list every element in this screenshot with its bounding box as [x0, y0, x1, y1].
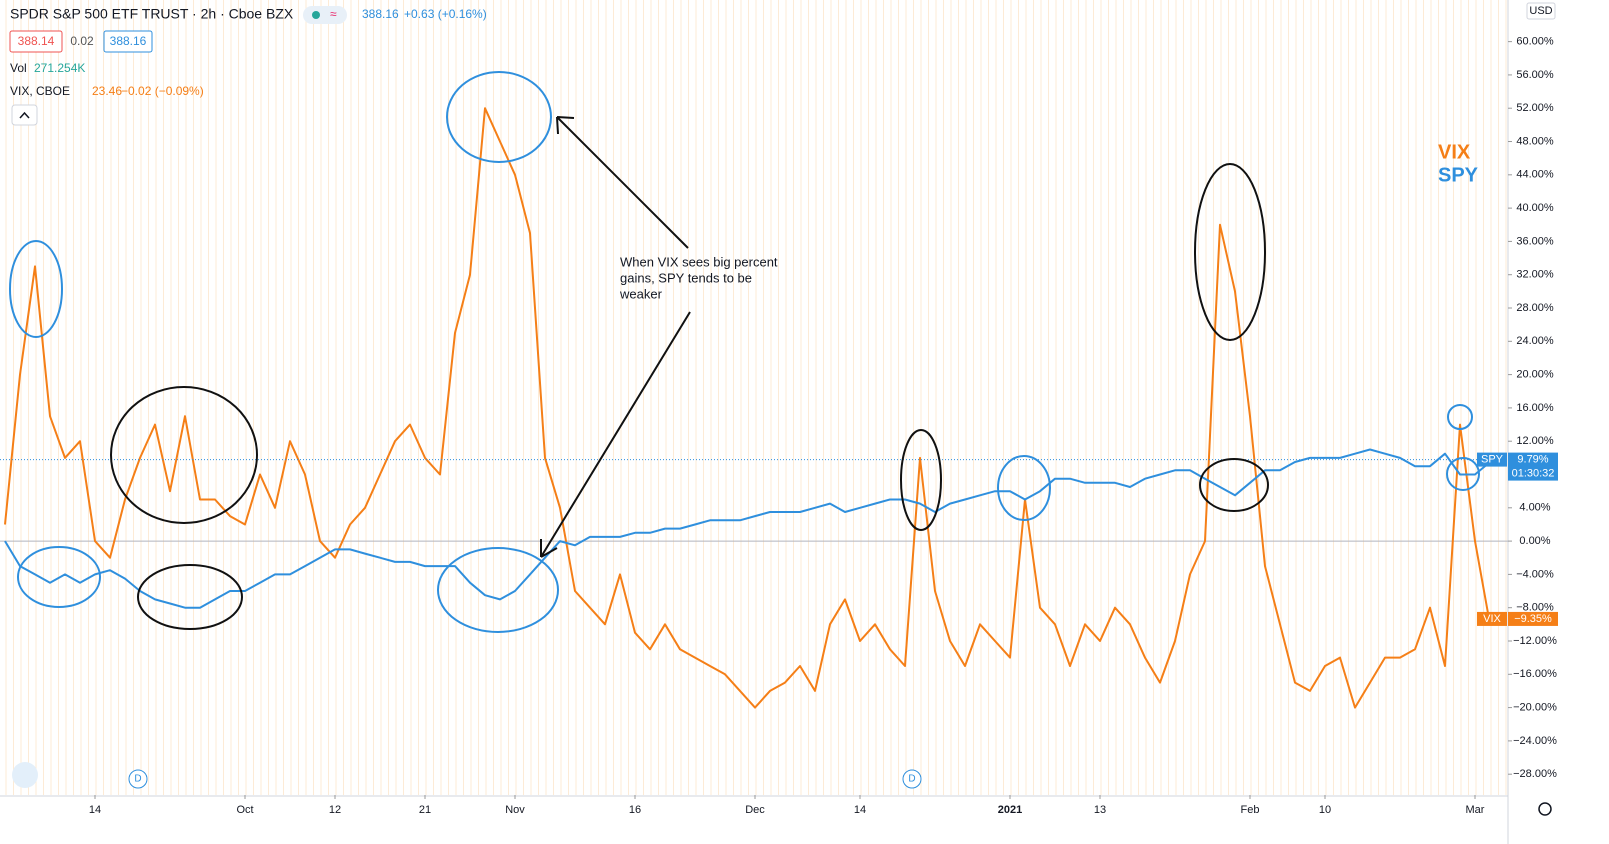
y-tick-label: −24.00%: [1513, 735, 1557, 747]
collapse-icon: [19, 111, 30, 119]
dividend-icon: D: [908, 774, 915, 785]
logo-button[interactable]: [12, 762, 38, 788]
ellipse: [110, 386, 258, 524]
y-tick-label: 36.00%: [1516, 235, 1554, 247]
x-tick-label: 14: [89, 804, 101, 816]
series-tag-box: [1508, 452, 1558, 481]
x-tick-label: Nov: [505, 804, 525, 816]
series-tag-countdown: 01:30:32: [1512, 468, 1555, 480]
y-tick-label: 48.00%: [1516, 135, 1554, 147]
ellipse: [1447, 404, 1473, 430]
y-tick-label: 32.00%: [1516, 269, 1554, 281]
ellipse: [17, 546, 101, 608]
y-tick-label: 40.00%: [1516, 202, 1554, 214]
currency: USD: [1529, 5, 1552, 17]
chart-title: SPDR S&P 500 ETF TRUST · 2h · Cboe BZX: [10, 6, 294, 22]
x-tick-label: 14: [854, 804, 866, 816]
compare-price: 23.46: [92, 84, 122, 98]
series-tag-name: SPY: [1481, 454, 1504, 466]
series-tag-name-box: [1477, 611, 1507, 626]
ellipse: [900, 429, 942, 531]
spread: 0.02: [70, 34, 94, 48]
y-tick-label: 56.00%: [1516, 69, 1554, 81]
ellipse: [997, 455, 1051, 521]
dividend-marker[interactable]: [902, 769, 922, 789]
y-tick-label: 24.00%: [1516, 335, 1554, 347]
legend-entry: SPY: [1438, 164, 1479, 186]
header-price: 388.16: [362, 7, 399, 21]
x-tick-label: 16: [629, 804, 641, 816]
plot: [0, 107, 1508, 709]
ask: 388.16: [110, 34, 147, 48]
collapse-button[interactable]: [11, 104, 38, 126]
bid: 388.14: [18, 34, 55, 48]
ellipse: [1194, 163, 1266, 341]
volume-label: Vol: [10, 61, 27, 75]
y-tick-label: −28.00%: [1513, 768, 1557, 780]
x-tick-label: Dec: [745, 804, 765, 816]
series-tag-name: VIX: [1483, 613, 1501, 625]
header-change: +0.63 (+0.16%): [404, 7, 487, 21]
x-tick-label: 2021: [998, 804, 1022, 816]
ellipse: [437, 547, 559, 633]
status-dot: [312, 11, 320, 19]
y-tick-label: 20.00%: [1516, 369, 1554, 381]
series-line: [4, 448, 1506, 609]
y-tick-label: 4.00%: [1519, 502, 1550, 514]
ellipse: [1446, 457, 1480, 491]
y-tick-label: 28.00%: [1516, 302, 1554, 314]
x-tick-label: 21: [419, 804, 431, 816]
series-tag-box: [1508, 611, 1558, 626]
y-tick-label: 16.00%: [1516, 402, 1554, 414]
ask-box[interactable]: [103, 30, 153, 53]
series-tag-value: 9.79%: [1517, 454, 1548, 466]
status-icon: ≈: [330, 7, 337, 21]
y-tick-label: −4.00%: [1516, 568, 1554, 580]
bid-box[interactable]: [9, 30, 63, 53]
x-tick-label: Feb: [1241, 804, 1260, 816]
volume-value: 271.254K: [34, 61, 85, 75]
arrows: [540, 116, 691, 558]
y-tick-label: 44.00%: [1516, 169, 1554, 181]
x-tick-label: 10: [1319, 804, 1331, 816]
x-tick-label: 12: [329, 804, 341, 816]
dividend-marker[interactable]: [128, 769, 148, 789]
series-tag-name-box: [1477, 452, 1507, 467]
compare-change: −0.02 (−0.09%): [121, 84, 204, 98]
annotation: gains, SPY tends to be: [620, 270, 752, 285]
highlight-ellipses: [9, 71, 1480, 633]
x-tick-label: Mar: [1466, 804, 1485, 816]
y-tick-label: −8.00%: [1516, 602, 1554, 614]
series-line: [4, 107, 1506, 709]
y-tick-label: 12.00%: [1516, 435, 1554, 447]
currency-box[interactable]: [1526, 2, 1556, 20]
background-stripes: [5, 0, 1507, 795]
y-tick-label: −12.00%: [1513, 635, 1557, 647]
y-tick-label: −20.00%: [1513, 701, 1557, 713]
legend-entry: VIX: [1438, 141, 1471, 163]
ellipse: [446, 71, 552, 163]
compare-label: VIX, CBOE: [10, 84, 70, 98]
arrow: [556, 116, 689, 249]
settings-button[interactable]: [1538, 802, 1552, 816]
arrow: [540, 311, 691, 558]
y-tick-label: −16.00%: [1513, 668, 1557, 680]
ellipse: [9, 240, 63, 338]
series-tag-value: −9.35%: [1514, 613, 1552, 625]
annotation: weaker: [619, 286, 663, 301]
dividend-icon: D: [134, 774, 141, 785]
status-badge[interactable]: [303, 6, 347, 24]
y-tick-label: 60.00%: [1516, 36, 1554, 48]
annotation: When VIX sees big percent: [620, 254, 778, 269]
x-tick-label: Oct: [236, 804, 253, 816]
ellipse: [137, 564, 243, 630]
y-tick-label: 0.00%: [1519, 535, 1550, 547]
y-tick-label: 52.00%: [1516, 102, 1554, 114]
x-tick-label: 13: [1094, 804, 1106, 816]
ellipse: [1199, 458, 1269, 512]
